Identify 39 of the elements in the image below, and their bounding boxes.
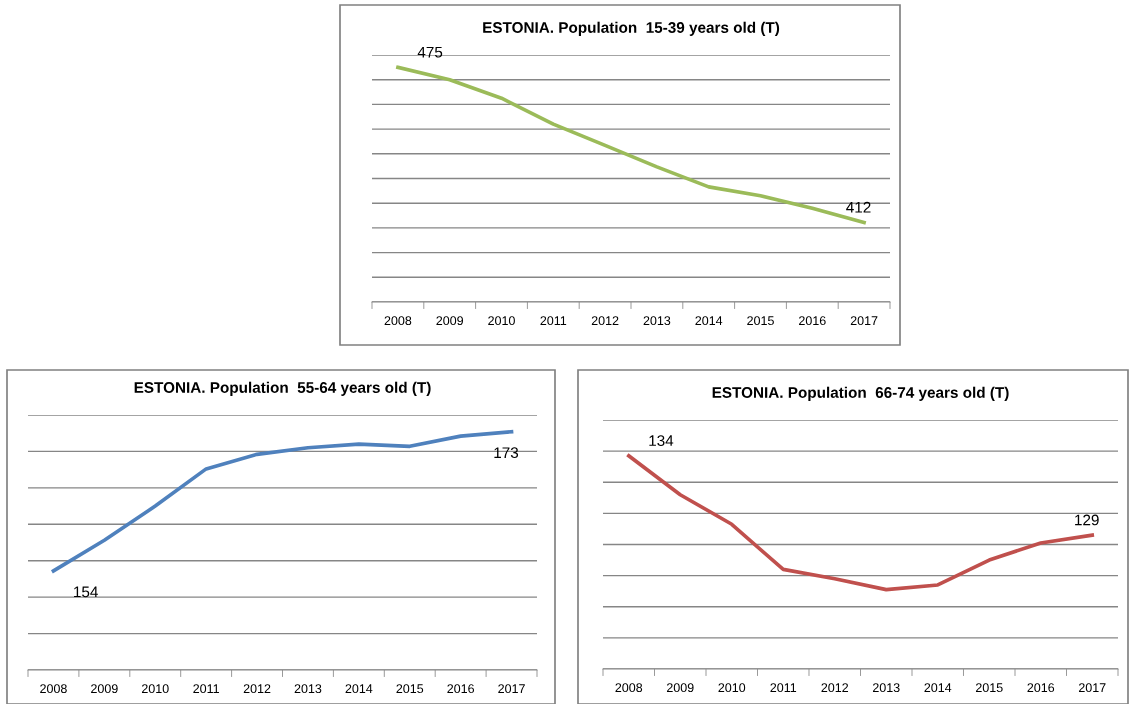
x-tick-label: 2011: [770, 683, 797, 693]
x-tick-label: 2009: [666, 683, 694, 693]
x-tick-label: 2013: [294, 684, 322, 694]
x-tick-label: 2009: [91, 684, 118, 694]
x-tick-label: 2016: [799, 316, 826, 326]
x-tick-label: 2015: [747, 316, 774, 326]
x-tick-label: 2015: [396, 684, 424, 694]
x-tick-label: 2010: [488, 316, 515, 326]
chart-title: ESTONIA. Population 15-39 years old (T): [483, 21, 780, 36]
chart-title: ESTONIA. Population 66-74 years old (T): [712, 386, 1009, 401]
data-label: 129: [1075, 514, 1099, 526]
x-tick-label: 2017: [850, 316, 878, 326]
data-label: 134: [649, 435, 674, 447]
x-tick-label: 2015: [975, 683, 1003, 693]
data-label: 173: [494, 447, 519, 459]
x-tick-label: 2016: [447, 684, 475, 694]
x-tick-label: 2016: [1027, 683, 1055, 693]
data-label: 475: [417, 46, 443, 58]
x-tick-label: 2014: [924, 683, 952, 693]
x-tick-label: 2017: [1078, 683, 1106, 693]
x-tick-label: 2011: [193, 684, 219, 694]
x-tick-label: 2017: [498, 684, 525, 694]
x-tick-label: 2012: [821, 683, 849, 693]
x-tick-label: 2013: [872, 683, 900, 693]
chart-title: ESTONIA. Population 55-64 years old (T): [134, 381, 431, 396]
x-tick-label: 2012: [243, 684, 271, 694]
x-tick-label: 2013: [643, 316, 671, 326]
data-label: 412: [846, 201, 871, 213]
x-tick-label: 2010: [141, 684, 169, 694]
x-tick-label: 2008: [384, 316, 412, 326]
x-tick-label: 2009: [436, 316, 464, 326]
data-label: 154: [74, 586, 98, 598]
x-tick-label: 2014: [695, 316, 723, 326]
x-tick-label: 2011: [540, 316, 567, 326]
x-tick-label: 2008: [40, 684, 67, 694]
x-tick-label: 2012: [591, 316, 619, 326]
x-tick-label: 2008: [615, 683, 643, 693]
x-tick-label: 2014: [345, 684, 373, 694]
x-tick-label: 2010: [718, 683, 746, 693]
